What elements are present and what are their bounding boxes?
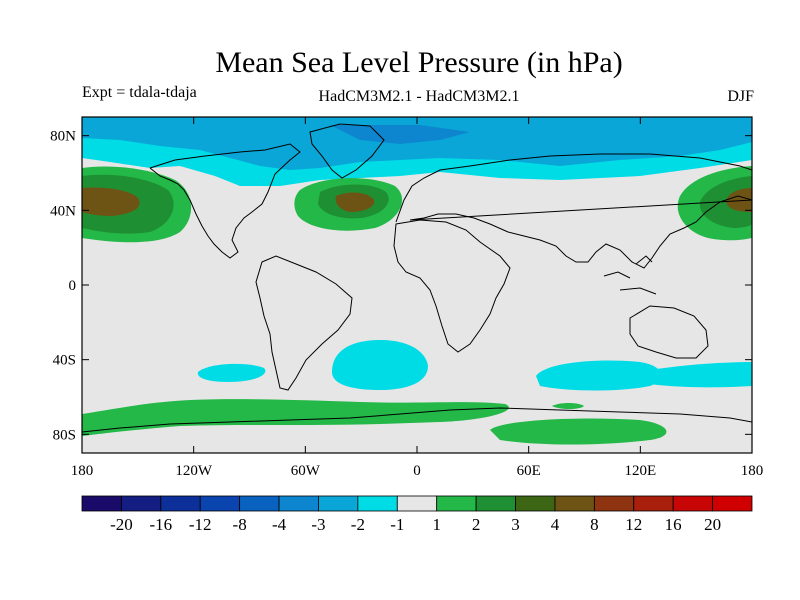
colorbar-label: 8 (590, 515, 599, 534)
colorbar-swatch (554, 495, 595, 512)
colorbar-label: 16 (665, 515, 682, 534)
colorbar-swatch (160, 495, 201, 512)
greenland-coast (309, 123, 385, 179)
colorbar-swatch (396, 495, 438, 512)
colorbar-label: -8 (233, 515, 247, 534)
colorbar-swatch (199, 495, 241, 512)
colorbar-swatch (436, 495, 477, 512)
arctic-core-negative (330, 125, 470, 144)
lat-tick-label: 80N (50, 129, 76, 145)
colorbar-swatch (278, 495, 319, 512)
latitude-ticks: 80N 40N 0 40S 80S (50, 129, 752, 443)
colorbar-label: 2 (472, 515, 481, 534)
africa-coast (393, 219, 511, 353)
arctic-strong-negative (82, 117, 752, 170)
colorbar-swatch (593, 495, 635, 512)
lon-tick-label: 120E (624, 463, 656, 479)
lat-tick-label: 40S (53, 353, 76, 369)
colorbar-swatch (357, 495, 398, 512)
australia-south-low (640, 362, 752, 388)
lon-tick-label: 120W (175, 463, 213, 479)
south-america-coast (255, 255, 353, 391)
colorbar-swatch (121, 495, 162, 512)
antarctic-positive-band (82, 399, 509, 436)
lon-tick-label: 0 (413, 463, 421, 479)
colorbar: -20 -16 -12 -8 -4 -3 -2 -1 1 2 3 4 8 12 16 20 (81, 495, 753, 534)
experiment-label: Expt = tdala-tdaja (82, 84, 197, 101)
lon-tick-label: 60E (517, 463, 541, 479)
colorbar-label: -3 (311, 515, 325, 534)
maritime-islands (603, 255, 657, 295)
lat-tick-label: 0 (69, 278, 77, 294)
colorbar-label: 1 (432, 515, 441, 534)
colorbar-label: -12 (189, 515, 212, 534)
north-pacific-high-west-core (82, 187, 140, 216)
lat-tick-label: 40N (50, 203, 76, 219)
colorbar-label: 12 (625, 515, 642, 534)
south-atlantic-low (332, 340, 428, 390)
map-title: Mean Sea Level Pressure (in hPa) (215, 46, 623, 79)
antarctic-small-positive (552, 403, 584, 409)
colorbar-swatch (81, 495, 122, 512)
colorbar-swatch (633, 495, 674, 512)
colorbar-label: -20 (110, 515, 133, 534)
colorbar-label: -2 (351, 515, 365, 534)
colorbar-label: 20 (704, 515, 721, 534)
colorbar-swatch (712, 495, 753, 512)
lon-tick-label: 180 (741, 463, 764, 479)
colorbar-label: -4 (272, 515, 287, 534)
colorbar-label: 4 (551, 515, 560, 534)
longitude-ticks: 180 120W 60W 0 60E 120E 180 (71, 117, 764, 479)
north-atlantic-high-core (335, 192, 375, 212)
colorbar-swatch (672, 495, 713, 512)
lat-tick-label: 80S (53, 427, 76, 443)
colorbar-swatch (515, 495, 556, 512)
colorbar-swatch (239, 495, 280, 512)
antarctica-coast (82, 407, 752, 433)
colorbar-label: -16 (149, 515, 172, 534)
north-america-coast (149, 143, 301, 259)
north-pacific-high-east-core (726, 188, 752, 212)
season-label: DJF (727, 88, 754, 105)
colorbar-label: 3 (511, 515, 520, 534)
australia-coast (629, 305, 709, 359)
eurasia-coast (395, 153, 752, 269)
indian-ocean-low (536, 360, 662, 391)
coastlines (82, 123, 752, 433)
lon-tick-label: 60W (291, 463, 321, 479)
colorbar-swatch (475, 495, 516, 512)
model-label: HadCM3M2.1 - HadCM3M2.1 (318, 88, 520, 105)
south-indian-positive (490, 418, 667, 445)
south-pacific-low (197, 363, 266, 382)
pressure-anomaly-fields (82, 117, 752, 445)
lon-tick-label: 180 (71, 463, 94, 479)
colorbar-label: -1 (390, 515, 404, 534)
colorbar-swatch (318, 495, 359, 512)
